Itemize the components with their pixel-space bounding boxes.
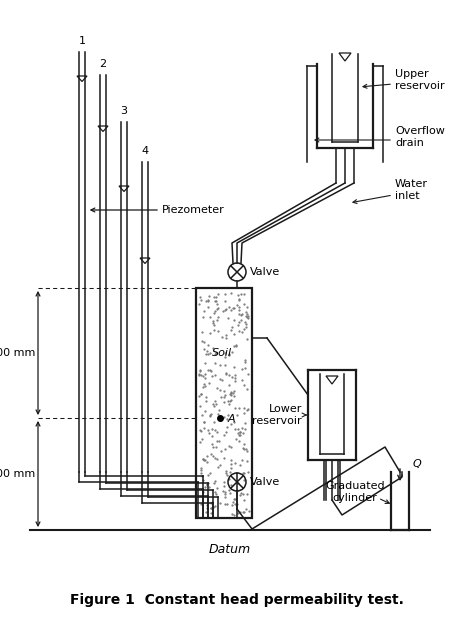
Text: 4: 4: [141, 146, 148, 156]
Text: 1: 1: [79, 36, 85, 46]
Text: Valve: Valve: [250, 477, 280, 487]
Bar: [196, 288, 252, 518]
Text: Upper
reservoir: Upper reservoir: [395, 69, 445, 91]
Text: 400 mm: 400 mm: [0, 348, 35, 358]
Text: Overflow
drain: Overflow drain: [395, 126, 445, 148]
Text: Soil: Soil: [212, 348, 232, 358]
Text: Datum: Datum: [209, 543, 251, 556]
Text: Figure 1  Constant head permeability test.: Figure 1 Constant head permeability test…: [70, 593, 404, 607]
Text: 500 mm: 500 mm: [0, 469, 35, 479]
Text: 3: 3: [120, 106, 128, 116]
Text: A: A: [228, 414, 236, 424]
Text: Lower
reservoir: Lower reservoir: [252, 404, 302, 426]
Text: Q: Q: [413, 459, 422, 469]
Text: 2: 2: [100, 59, 107, 69]
Text: Water
inlet: Water inlet: [395, 179, 428, 201]
Text: Graduated
cylinder: Graduated cylinder: [325, 481, 385, 503]
Text: Piezometer: Piezometer: [162, 205, 225, 215]
Text: Valve: Valve: [250, 267, 280, 277]
